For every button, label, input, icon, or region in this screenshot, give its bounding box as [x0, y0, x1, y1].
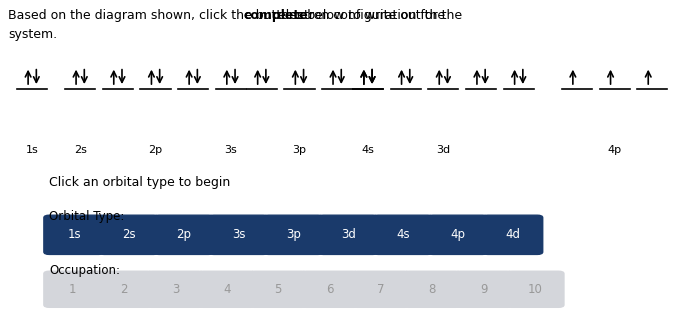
Text: 4s: 4s [396, 228, 410, 241]
Text: 3d: 3d [436, 144, 451, 154]
FancyBboxPatch shape [301, 271, 358, 307]
FancyBboxPatch shape [404, 271, 461, 307]
Text: 3s: 3s [232, 228, 245, 241]
FancyBboxPatch shape [428, 215, 488, 254]
FancyBboxPatch shape [455, 271, 513, 307]
Text: 10: 10 [528, 283, 543, 296]
Text: Click an orbital type to begin: Click an orbital type to begin [50, 176, 230, 189]
Text: electron configuration for the: electron configuration for the [274, 9, 462, 22]
Text: 7: 7 [377, 283, 385, 296]
Text: 2s: 2s [122, 228, 136, 241]
FancyBboxPatch shape [95, 271, 153, 307]
FancyBboxPatch shape [98, 215, 159, 254]
FancyBboxPatch shape [482, 215, 543, 254]
FancyBboxPatch shape [506, 271, 564, 307]
Text: 3p: 3p [286, 228, 301, 241]
Text: Occupation:: Occupation: [50, 264, 120, 277]
Text: 1s: 1s [67, 228, 80, 241]
FancyBboxPatch shape [147, 271, 204, 307]
Text: 3: 3 [172, 283, 179, 296]
Text: 2: 2 [120, 283, 128, 296]
Text: 4d: 4d [505, 228, 520, 241]
Text: system.: system. [8, 28, 57, 41]
FancyBboxPatch shape [373, 215, 433, 254]
FancyBboxPatch shape [153, 215, 214, 254]
Text: 3s: 3s [224, 144, 237, 154]
FancyBboxPatch shape [352, 271, 410, 307]
Text: 4p: 4p [608, 144, 622, 154]
Text: Orbital Type:: Orbital Type: [50, 210, 125, 223]
FancyBboxPatch shape [263, 215, 323, 254]
Text: 8: 8 [429, 283, 436, 296]
FancyBboxPatch shape [44, 215, 104, 254]
Text: 5: 5 [275, 283, 282, 296]
FancyBboxPatch shape [318, 215, 378, 254]
Text: 4: 4 [223, 283, 230, 296]
FancyBboxPatch shape [208, 215, 268, 254]
Text: 9: 9 [480, 283, 488, 296]
Text: complete: complete [244, 9, 308, 22]
Text: 4p: 4p [450, 228, 465, 241]
Text: 3d: 3d [341, 228, 356, 241]
Text: 2p: 2p [149, 144, 162, 154]
Text: 4s: 4s [362, 144, 374, 154]
Text: 6: 6 [326, 283, 334, 296]
Text: 2p: 2p [176, 228, 191, 241]
Text: Based on the diagram shown, click the buttons below to write out the: Based on the diagram shown, click the bu… [8, 9, 449, 22]
FancyBboxPatch shape [198, 271, 256, 307]
Text: 1: 1 [69, 283, 76, 296]
Text: 1s: 1s [26, 144, 39, 154]
FancyBboxPatch shape [250, 271, 307, 307]
Text: 2s: 2s [74, 144, 87, 154]
FancyBboxPatch shape [44, 271, 101, 307]
Text: 3p: 3p [292, 144, 306, 154]
